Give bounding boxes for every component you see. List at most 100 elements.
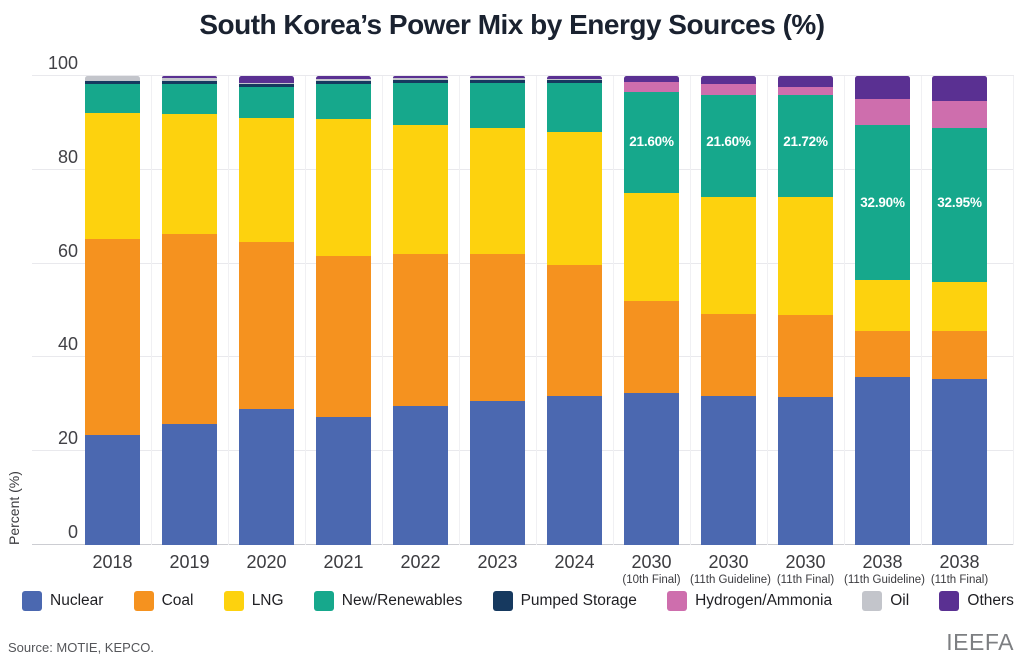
x-label-year: 2020 bbox=[246, 552, 287, 572]
bar-2038-11th-final-new-renewables-segment bbox=[932, 127, 987, 283]
bar-2030-10th-final-nuclear-segment bbox=[624, 393, 679, 545]
bar-2019-others-segment bbox=[162, 76, 217, 78]
legend-label-nuclear: Nuclear bbox=[50, 592, 104, 609]
y-tick-label-60: 60 bbox=[57, 240, 78, 261]
bar-2020-coal-segment bbox=[239, 242, 294, 409]
bar-2038-11th-final-others-segment bbox=[932, 76, 987, 102]
bar-2024-others-segment bbox=[547, 76, 602, 79]
bar-2021-others-segment bbox=[316, 76, 371, 79]
bar-2018-oil-segment bbox=[85, 76, 140, 81]
bar-2024-coal-segment bbox=[547, 264, 602, 397]
legend-label-new-renewables: New/Renewables bbox=[341, 592, 463, 609]
bar-2038-11th-final-hydrogen-ammonia-segment bbox=[932, 101, 987, 128]
bar-2018-coal-segment bbox=[85, 238, 140, 436]
legend-item-lng: LNG bbox=[223, 591, 284, 611]
bar-annotation: 32.90% bbox=[860, 194, 905, 210]
category-separator bbox=[613, 76, 614, 545]
category-separator bbox=[921, 76, 922, 545]
nuclear-swatch-icon bbox=[22, 591, 42, 611]
bar-2038-11th-final-nuclear-segment bbox=[932, 378, 987, 545]
bar-2023-coal-segment bbox=[470, 253, 525, 402]
bar-2038-11th-guideline-coal-segment bbox=[855, 331, 910, 378]
bar-2024-new-renewables-segment bbox=[547, 83, 602, 133]
bar-2030-11th-final-new-renewables-segment bbox=[778, 95, 833, 198]
y-tick-label-0: 0 bbox=[67, 522, 78, 542]
bar-2022-lng-segment bbox=[393, 124, 448, 254]
category-separator bbox=[459, 76, 460, 545]
bar-2019-new-renewables-segment bbox=[162, 83, 217, 114]
legend-item-others: Others bbox=[939, 591, 1014, 611]
x-label-year: 2024 bbox=[554, 552, 595, 572]
bar-2023-lng-segment bbox=[470, 128, 525, 254]
x-label-year: 2030 bbox=[631, 552, 672, 572]
pumped-storage-swatch-icon bbox=[492, 591, 513, 611]
x-label-2030-11th-guideline: 2030 (11th Guideline) bbox=[690, 552, 771, 586]
x-label-plan-version: (11th Final) bbox=[776, 574, 835, 586]
legend-item-new-renewables: New/Renewables bbox=[313, 591, 463, 611]
category-separator bbox=[305, 76, 306, 545]
bar-annotation: 21.72% bbox=[783, 133, 828, 149]
y-tick-label-80: 80 bbox=[57, 146, 78, 167]
bar-2020-oil-segment bbox=[239, 82, 294, 85]
bar-2030-11th-guideline-hydrogen-ammonia-segment bbox=[701, 83, 756, 96]
legend-label-oil: Oil bbox=[890, 592, 910, 609]
x-label-year: 2030 bbox=[708, 552, 749, 572]
coal-swatch-icon bbox=[133, 591, 154, 611]
bar-2030-10th-final-lng-segment bbox=[624, 193, 679, 301]
x-label-plan-version: (11th Guideline) bbox=[690, 574, 771, 586]
bar-2030-11th-guideline-lng-segment bbox=[701, 196, 756, 315]
x-label-year: 2019 bbox=[169, 552, 210, 572]
bar-2020-lng-segment bbox=[239, 118, 294, 243]
x-label-2030-11th-final: 2030 (11th Final) bbox=[767, 552, 844, 586]
x-label-2021: 2021 bbox=[305, 552, 382, 572]
bar-2030-11th-final-coal-segment bbox=[778, 314, 833, 397]
bar-2021-lng-segment bbox=[316, 118, 371, 256]
ieefa-logo: IEEFA bbox=[946, 629, 1014, 655]
bar-2030-11th-final-nuclear-segment bbox=[778, 396, 833, 545]
legend-item-nuclear: Nuclear bbox=[22, 591, 103, 611]
bar-2019-pumped-storage-segment bbox=[162, 80, 217, 84]
bar-2030-11th-guideline-nuclear-segment bbox=[701, 395, 756, 545]
bar-2038-11th-guideline-hydrogen-ammonia-segment bbox=[855, 99, 910, 126]
bar-2022-oil-segment bbox=[393, 77, 448, 81]
x-label-year: 2038 bbox=[939, 552, 980, 572]
x-label-year: 2030 bbox=[785, 552, 826, 572]
x-label-plan-version: (11th Guideline) bbox=[844, 574, 925, 586]
bar-2023-nuclear-segment bbox=[470, 401, 525, 545]
x-label-2023: 2023 bbox=[459, 552, 536, 572]
x-label-2038-11th-guideline: 2038 (11th Guideline) bbox=[844, 552, 925, 586]
bar-2023-others-segment bbox=[470, 76, 525, 79]
bar-2024-pumped-storage-segment bbox=[547, 80, 602, 84]
bar-2024-lng-segment bbox=[547, 132, 602, 265]
category-separator bbox=[844, 76, 845, 545]
bar-2019-nuclear-segment bbox=[162, 423, 217, 545]
bar-2038-11th-final-lng-segment bbox=[932, 282, 987, 332]
category-separator bbox=[228, 76, 229, 545]
x-label-year: 2023 bbox=[477, 552, 518, 572]
bar-2019-lng-segment bbox=[162, 114, 217, 235]
bar-annotation: 32.95% bbox=[937, 194, 982, 210]
y-tick-label-20: 20 bbox=[57, 428, 78, 449]
legend-label-hydrogen-ammonia: Hydrogen/Ammonia bbox=[695, 592, 833, 609]
bar-2038-11th-guideline-nuclear-segment bbox=[855, 377, 910, 545]
legend-item-oil: Oil bbox=[862, 591, 909, 611]
bar-2020-pumped-storage-segment bbox=[239, 84, 294, 88]
bar-2030-11th-guideline-new-renewables-segment bbox=[701, 95, 756, 197]
bar-2022-pumped-storage-segment bbox=[393, 80, 448, 84]
legend-item-hydrogen-ammonia: Hydrogen/Ammonia bbox=[667, 591, 832, 611]
x-label-2030-10th-final: 2030 (10th Final) bbox=[613, 552, 690, 586]
x-label-plan-version: (11th Final) bbox=[930, 574, 989, 586]
x-label-2020: 2020 bbox=[228, 552, 305, 572]
bar-2038-11th-final-coal-segment bbox=[932, 331, 987, 379]
bar-2022-coal-segment bbox=[393, 253, 448, 407]
bar-2030-11th-final-hydrogen-ammonia-segment bbox=[778, 86, 833, 96]
x-label-plan-version: (10th Final) bbox=[622, 574, 681, 586]
bar-2038-11th-guideline-new-renewables-segment bbox=[855, 125, 910, 280]
bar-2021-oil-segment bbox=[316, 78, 371, 81]
x-label-2024: 2024 bbox=[536, 552, 613, 572]
bar-2038-11th-guideline-others-segment bbox=[855, 76, 910, 99]
chart-title: South Korea’s Power Mix by Energy Source… bbox=[199, 9, 825, 40]
bar-2021-pumped-storage-segment bbox=[316, 80, 371, 84]
bar-2030-10th-final-others-segment bbox=[624, 76, 679, 83]
y-axis-label: Percent (%) bbox=[6, 471, 22, 545]
